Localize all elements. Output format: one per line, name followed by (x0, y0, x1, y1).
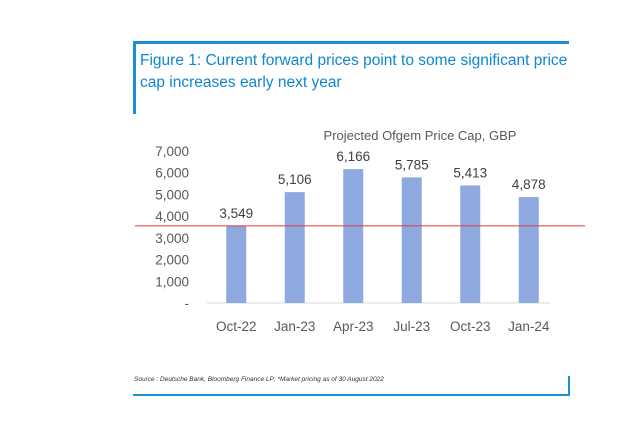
bar (518, 197, 539, 303)
y-tick-label: 1,000 (155, 274, 189, 289)
bar (401, 177, 422, 303)
y-tick-label: 7,000 (155, 144, 189, 159)
bar (460, 185, 481, 303)
y-tick-label: 4,000 (155, 209, 189, 224)
figure-frame-top (133, 41, 569, 44)
y-axis: - 1,000 2,000 3,000 4,000 5,000 6,000 7,000 (155, 144, 189, 311)
figure-title: Figure 1: Current forward prices point t… (140, 52, 568, 91)
x-tick-label: Apr-23 (333, 319, 374, 334)
x-axis: Oct-22 Jan-23 Apr-23 Jul-23 Oct-23 Jan-24 (216, 319, 550, 334)
y-tick-label: 6,000 (155, 166, 189, 181)
bar (343, 169, 364, 303)
y-tick-label: - (185, 296, 190, 311)
figure-frame-right (568, 376, 570, 396)
value-labels-group: 3,549 5,106 6,166 5,785 5,413 4,878 (219, 149, 545, 221)
x-tick-label: Jan-23 (274, 319, 315, 334)
bar-value-label: 5,785 (395, 157, 429, 172)
bar-value-label: 4,878 (512, 177, 546, 192)
x-tick-label: Jul-23 (393, 319, 430, 334)
bar (284, 192, 305, 303)
x-tick-label: Oct-23 (450, 319, 491, 334)
bar (226, 225, 247, 303)
y-tick-label: 2,000 (155, 253, 189, 268)
bar-value-label: 5,413 (453, 165, 487, 180)
y-tick-label: 3,000 (155, 231, 189, 246)
chart-title: Projected Ofgem Price Cap, GBP (324, 128, 517, 143)
source-note: Source : Deutsche Bank, Bloomberg Financ… (134, 376, 384, 383)
figure-frame-bottom (133, 394, 569, 396)
bar-value-label: 3,549 (219, 206, 253, 221)
bar-value-label: 5,106 (278, 172, 312, 187)
bar-value-label: 6,166 (336, 149, 370, 164)
x-tick-label: Jan-24 (508, 319, 550, 334)
bars-group (226, 169, 539, 303)
figure-frame-left (133, 41, 136, 114)
y-tick-label: 5,000 (155, 187, 189, 202)
x-tick-label: Oct-22 (216, 319, 257, 334)
